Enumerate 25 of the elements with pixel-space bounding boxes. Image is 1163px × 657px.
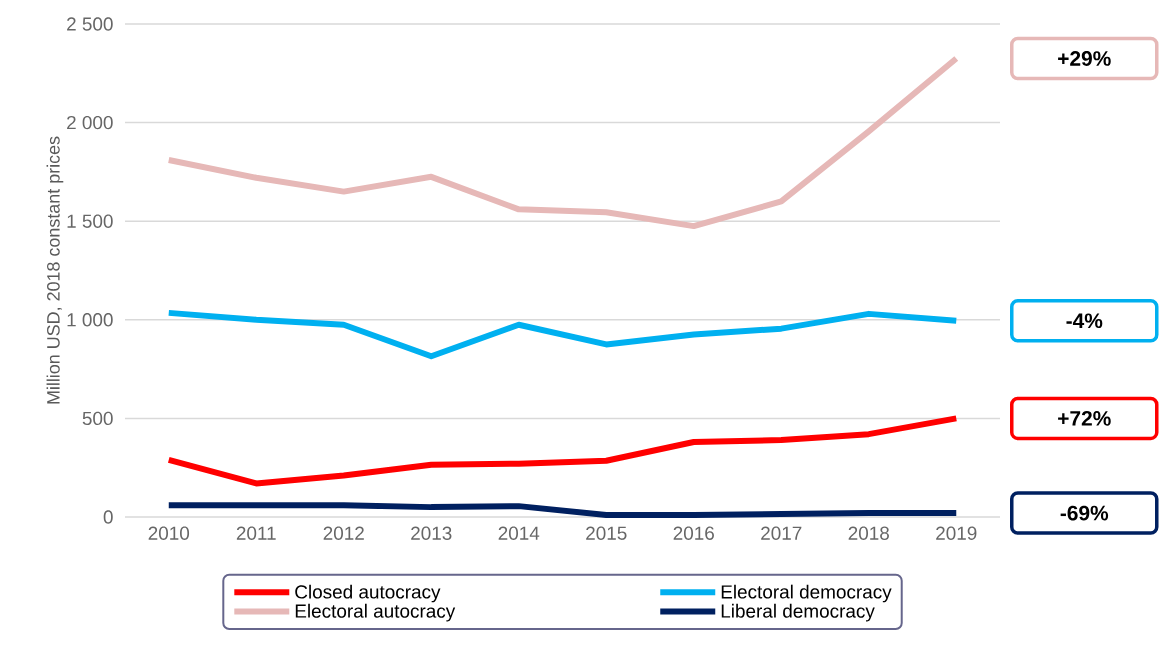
legend-label: Liberal democracy	[721, 603, 875, 622]
y-tick-label: 0	[103, 510, 113, 524]
x-tick-label: 2015	[586, 526, 627, 540]
x-tick-label: 2013	[411, 526, 452, 540]
x-tick-label: 2016	[673, 526, 714, 540]
legend-label: Electoral autocracy	[295, 603, 456, 622]
y-tick-label: 500	[82, 411, 113, 426]
x-tick-label: 2010	[148, 526, 190, 540]
text: -4%	[1066, 313, 1103, 329]
x-tick-label: 2014	[498, 526, 540, 540]
x-tick-label: 2017	[761, 526, 802, 540]
legend-label: Electoral democracy	[721, 584, 892, 603]
y-tick-label: 2 000	[67, 115, 113, 130]
y-tick-label: 1 000	[67, 313, 113, 327]
y-tick-label: 2 500	[67, 17, 113, 31]
x-tick-label: 2011	[236, 526, 276, 540]
x-tick-label: 2012	[323, 526, 364, 540]
x-tick-label: 2019	[936, 526, 977, 540]
text: +72%	[1058, 411, 1111, 426]
text: +29%	[1058, 51, 1111, 66]
text: -69%	[1060, 505, 1109, 521]
legend-label: Closed autocracy	[295, 584, 441, 603]
y-tick-label: 1 500	[67, 214, 113, 228]
x-tick-label: 2018	[848, 526, 889, 540]
y-axis-title: Million USD, 2018 constant prices	[46, 136, 64, 404]
